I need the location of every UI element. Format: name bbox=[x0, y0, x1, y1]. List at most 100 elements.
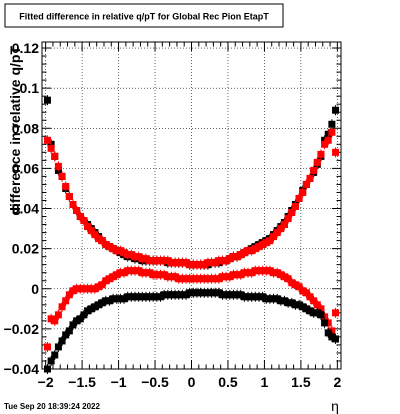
data-point bbox=[284, 275, 292, 283]
data-point bbox=[215, 289, 223, 297]
data-point bbox=[193, 261, 201, 269]
data-point bbox=[262, 267, 270, 275]
data-point bbox=[291, 281, 299, 289]
y-axis-label: difference in relative q/pT bbox=[7, 46, 23, 216]
data-point bbox=[262, 239, 270, 247]
data-point bbox=[98, 237, 106, 245]
x-tick-labels: −2 −1.5 −1 −0.5 0 0.5 1 1.5 2 bbox=[38, 374, 342, 390]
data-point bbox=[248, 247, 256, 255]
data-point bbox=[51, 351, 59, 359]
data-point bbox=[102, 241, 110, 249]
data-point bbox=[91, 231, 99, 239]
data-point bbox=[109, 295, 117, 303]
data-point bbox=[302, 289, 310, 297]
data-point bbox=[146, 257, 154, 265]
data-point bbox=[288, 279, 296, 287]
data-point bbox=[76, 213, 84, 221]
data-point bbox=[255, 293, 263, 301]
data-point bbox=[167, 259, 175, 267]
data-point bbox=[146, 293, 154, 301]
data-point bbox=[284, 299, 292, 307]
data-point bbox=[270, 233, 278, 241]
data-point bbox=[211, 289, 219, 297]
data-point bbox=[204, 289, 212, 297]
data-point bbox=[51, 317, 59, 325]
data-point bbox=[310, 297, 318, 305]
data-point bbox=[295, 283, 303, 291]
data-point bbox=[208, 275, 216, 283]
data-point bbox=[313, 301, 321, 309]
data-point bbox=[73, 285, 81, 293]
data-point bbox=[324, 130, 332, 138]
data-point bbox=[171, 273, 179, 281]
data-point bbox=[255, 243, 263, 251]
data-point bbox=[164, 273, 172, 281]
data-point bbox=[295, 194, 303, 202]
data-point bbox=[218, 273, 226, 281]
data-point bbox=[189, 275, 197, 283]
data-point bbox=[200, 275, 208, 283]
data-point bbox=[197, 261, 205, 269]
data-point bbox=[328, 327, 336, 335]
data-point bbox=[186, 261, 194, 269]
y-tick-labels: −0.04 −0.02 0 0.02 0.04 0.06 0.08 0.1 0.12 bbox=[4, 40, 40, 377]
data-point bbox=[91, 285, 99, 293]
data-point bbox=[299, 188, 307, 196]
data-point bbox=[98, 299, 106, 307]
data-point bbox=[146, 269, 154, 277]
data-point bbox=[124, 251, 132, 259]
data-point bbox=[65, 291, 73, 299]
data-point bbox=[131, 267, 139, 275]
data-point bbox=[87, 227, 95, 235]
data-point bbox=[160, 291, 168, 299]
data-point bbox=[54, 162, 62, 170]
data-point bbox=[244, 247, 252, 255]
data-point bbox=[138, 293, 146, 301]
x-tick-label: −2 bbox=[38, 374, 54, 390]
data-point bbox=[164, 257, 172, 265]
y-tick-label: −0.04 bbox=[4, 361, 40, 377]
data-point bbox=[167, 273, 175, 281]
data-point bbox=[321, 140, 329, 148]
data-point bbox=[204, 275, 212, 283]
y-tick-label: 0.04 bbox=[12, 201, 39, 217]
data-series bbox=[43, 95, 340, 374]
chart-title: Fitted difference in relative q/pT for G… bbox=[19, 12, 269, 22]
data-point bbox=[211, 259, 219, 267]
data-point bbox=[306, 307, 314, 315]
data-point bbox=[116, 295, 124, 303]
data-point bbox=[47, 357, 55, 365]
data-point bbox=[182, 291, 190, 299]
data-point bbox=[251, 267, 259, 275]
data-point bbox=[189, 289, 197, 297]
data-point bbox=[178, 275, 186, 283]
data-point bbox=[164, 291, 172, 299]
data-point bbox=[332, 335, 340, 343]
data-point bbox=[160, 271, 168, 279]
data-point bbox=[295, 301, 303, 309]
data-point bbox=[182, 275, 190, 283]
data-point bbox=[58, 303, 66, 311]
data-point bbox=[47, 144, 55, 152]
data-point bbox=[248, 269, 256, 277]
data-point bbox=[226, 291, 234, 299]
axis-ticks bbox=[42, 42, 341, 370]
data-point bbox=[105, 243, 113, 251]
data-point bbox=[251, 293, 259, 301]
data-point bbox=[127, 293, 135, 301]
data-point bbox=[113, 271, 121, 279]
data-point bbox=[222, 291, 230, 299]
data-point bbox=[226, 255, 234, 263]
data-point bbox=[175, 259, 183, 267]
series-1 bbox=[43, 127, 340, 270]
data-point bbox=[200, 289, 208, 297]
data-point bbox=[328, 120, 336, 128]
data-point bbox=[324, 319, 332, 327]
data-point bbox=[69, 287, 77, 295]
data-point bbox=[43, 96, 51, 104]
data-point bbox=[299, 287, 307, 295]
series-2 bbox=[43, 265, 340, 352]
data-point bbox=[193, 289, 201, 297]
data-point bbox=[332, 148, 340, 156]
